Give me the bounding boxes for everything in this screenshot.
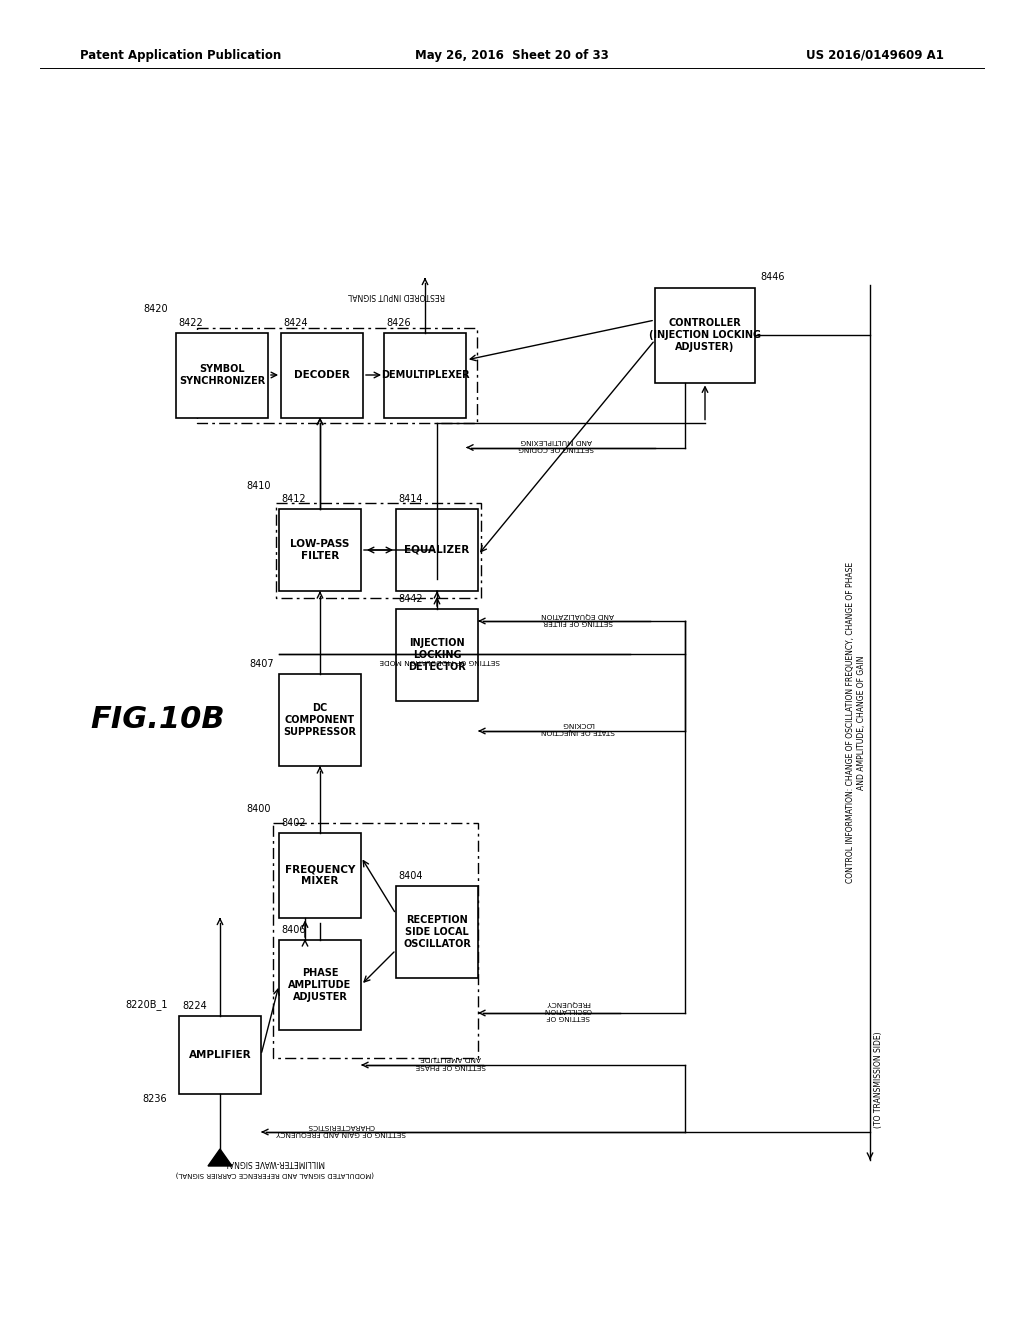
Bar [279, 940, 361, 1030]
Text: 8404: 8404 [398, 871, 423, 880]
Text: EQUALIZER: EQUALIZER [404, 545, 470, 554]
Bar [384, 333, 466, 417]
Bar [655, 288, 755, 383]
Bar [396, 609, 478, 701]
Text: (TO TRANSMISSION SIDE): (TO TRANSMISSION SIDE) [873, 1032, 883, 1129]
Bar [279, 510, 361, 591]
Text: SETTING OF PHASE
AND AMPLITUDE: SETTING OF PHASE AND AMPLITUDE [416, 1056, 486, 1068]
Text: FIG.10B: FIG.10B [90, 705, 224, 734]
Text: SETTING OF MODULATION MODE: SETTING OF MODULATION MODE [380, 657, 501, 664]
Text: DEMULTIPLEXER: DEMULTIPLEXER [381, 370, 469, 380]
Bar [179, 1016, 261, 1094]
Text: (MODULATED SIGNAL AND REFERENCE CARRIER SIGNAL): (MODULATED SIGNAL AND REFERENCE CARRIER … [176, 1171, 374, 1177]
Text: 8424: 8424 [283, 318, 307, 327]
Bar [279, 675, 361, 766]
Text: CONTROLLER
(INJECTION LOCKING
ADJUSTER): CONTROLLER (INJECTION LOCKING ADJUSTER) [649, 318, 761, 351]
Text: SETTING OF FILTER
AND EQUALIZATION: SETTING OF FILTER AND EQUALIZATION [542, 611, 614, 624]
Text: 8407: 8407 [250, 659, 274, 669]
Text: LOW-PASS
FILTER: LOW-PASS FILTER [291, 539, 349, 561]
Text: INJECTION
LOCKING
DETECTOR: INJECTION LOCKING DETECTOR [409, 639, 466, 672]
Text: 8406: 8406 [281, 925, 305, 935]
Text: AMPLIFIER: AMPLIFIER [188, 1049, 251, 1060]
Text: May 26, 2016  Sheet 20 of 33: May 26, 2016 Sheet 20 of 33 [415, 49, 609, 62]
Text: 8410: 8410 [247, 480, 271, 491]
Bar [281, 333, 362, 417]
Text: DC
COMPONENT
SUPPRESSOR: DC COMPONENT SUPPRESSOR [284, 704, 356, 737]
Text: 8422: 8422 [178, 318, 203, 327]
Text: 8426: 8426 [386, 318, 411, 327]
Polygon shape [208, 1148, 232, 1166]
Text: CONTROL INFORMATION: CHANGE OF OSCILLATION FREQUENCY, CHANGE OF PHASE
AND AMPLIT: CONTROL INFORMATION: CHANGE OF OSCILLATI… [846, 562, 865, 883]
Text: DECODER: DECODER [294, 370, 350, 380]
Text: SETTING OF CODING
AND MULTIPLEXING: SETTING OF CODING AND MULTIPLEXING [518, 438, 594, 451]
Text: RESTORED INPUT SIGNAL: RESTORED INPUT SIGNAL [348, 290, 445, 300]
Text: 8236: 8236 [142, 1094, 167, 1104]
Text: RECEPTION
SIDE LOCAL
OSCILLATOR: RECEPTION SIDE LOCAL OSCILLATOR [403, 915, 471, 949]
Text: STATE OF INJECTION
LOCKING: STATE OF INJECTION LOCKING [541, 722, 615, 734]
Text: 8402: 8402 [281, 817, 305, 828]
Text: 8442: 8442 [398, 594, 423, 605]
Text: 8224: 8224 [182, 1001, 207, 1011]
Text: PHASE
AMPLITUDE
ADJUSTER: PHASE AMPLITUDE ADJUSTER [289, 969, 351, 1002]
Text: SETTING OF GAIN AND FREQUENCY
CHARACTERISTICS: SETTING OF GAIN AND FREQUENCY CHARACTERI… [276, 1122, 406, 1135]
Text: 8414: 8414 [398, 494, 423, 504]
Text: 8220B_1: 8220B_1 [126, 999, 168, 1010]
Text: FREQUENCY
MIXER: FREQUENCY MIXER [285, 865, 355, 886]
Text: SETTING OF
OSCILLATION
FREQUENCY: SETTING OF OSCILLATION FREQUENCY [544, 1001, 592, 1020]
Text: MILLIMETER-WAVE SIGNAL: MILLIMETER-WAVE SIGNAL [225, 1158, 326, 1167]
Text: US 2016/0149609 A1: US 2016/0149609 A1 [806, 49, 944, 62]
Bar [396, 886, 478, 978]
Bar [396, 510, 478, 591]
Bar [279, 833, 361, 917]
Text: Patent Application Publication: Patent Application Publication [80, 49, 282, 62]
Text: 8412: 8412 [281, 494, 305, 504]
Bar [275, 503, 480, 598]
Bar [176, 333, 268, 417]
Bar [272, 822, 477, 1057]
Text: 8446: 8446 [760, 272, 784, 282]
Bar [197, 327, 477, 422]
Text: 8400: 8400 [247, 804, 271, 814]
Text: 8420: 8420 [143, 305, 168, 314]
Text: SYMBOL
SYNCHRONIZER: SYMBOL SYNCHRONIZER [179, 364, 265, 385]
